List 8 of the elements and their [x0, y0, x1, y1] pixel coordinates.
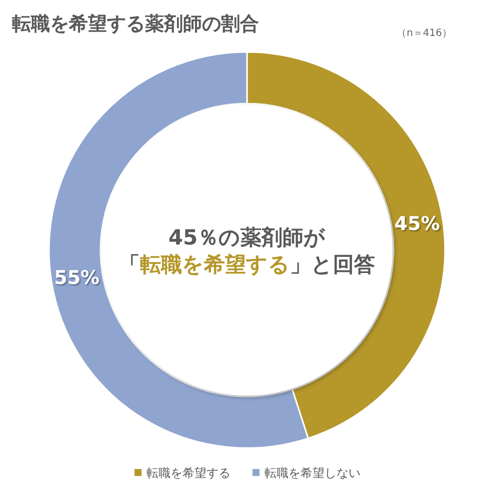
data-label: 55% — [54, 266, 100, 289]
chart-title: 転職を希望する薬剤師の割合 — [12, 13, 259, 35]
legend-label: 転職を希望しない — [264, 466, 360, 480]
text: （n＝416） — [396, 28, 452, 39]
text: 45％の薬剤師が — [168, 226, 326, 250]
legend-label: 転職を希望する — [146, 466, 230, 480]
data-label: 45% — [394, 213, 440, 236]
text: 「転職を希望する」と回答 — [119, 252, 375, 276]
